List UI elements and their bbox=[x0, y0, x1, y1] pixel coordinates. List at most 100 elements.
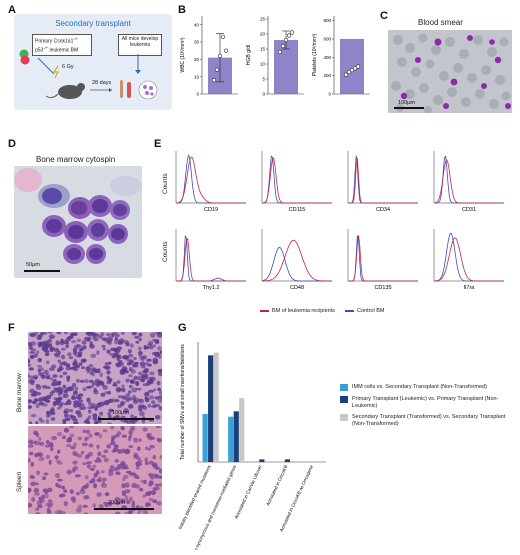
nucleus bbox=[42, 343, 48, 348]
nucleus bbox=[135, 387, 142, 391]
days-label: 28 days bbox=[92, 80, 112, 86]
nucleus bbox=[107, 501, 113, 507]
nucleus bbox=[131, 483, 137, 488]
nucleus bbox=[134, 335, 140, 339]
nucleus bbox=[147, 342, 152, 347]
g-bar bbox=[208, 355, 214, 462]
nucleus bbox=[120, 498, 126, 504]
nucleus bbox=[69, 426, 74, 429]
data-point bbox=[286, 33, 292, 38]
nucleus bbox=[125, 489, 131, 494]
g-legend-label: Secondary Transplant (Transformed) vs. S… bbox=[352, 414, 506, 427]
nucleus bbox=[142, 510, 149, 514]
nucleus bbox=[79, 403, 85, 407]
nucleus bbox=[81, 366, 85, 369]
nucleus bbox=[49, 335, 56, 339]
nucleus bbox=[124, 495, 129, 501]
donor-text-2: p53 bbox=[35, 47, 44, 54]
nucleus bbox=[56, 368, 61, 373]
nucleus bbox=[94, 421, 99, 424]
nucleus bbox=[52, 401, 57, 407]
control-curve bbox=[262, 155, 332, 204]
nucleus bbox=[157, 346, 162, 351]
nucleus bbox=[116, 346, 122, 351]
nucleus bbox=[77, 351, 83, 355]
nucleus bbox=[49, 377, 54, 381]
nucleus bbox=[134, 364, 139, 368]
nucleus bbox=[47, 504, 52, 509]
nucleus bbox=[33, 376, 38, 380]
nucleus bbox=[104, 492, 110, 497]
nucleus bbox=[72, 470, 76, 473]
nucleus bbox=[106, 444, 111, 449]
nucleus bbox=[154, 352, 161, 358]
nucleus bbox=[29, 367, 34, 371]
nucleus bbox=[154, 474, 160, 479]
nucleus bbox=[88, 443, 94, 448]
nucleus bbox=[73, 400, 79, 405]
nucleus bbox=[107, 412, 111, 416]
nucleus bbox=[123, 408, 129, 414]
nucleus bbox=[106, 349, 111, 354]
nucleus bbox=[35, 384, 40, 387]
nucleus bbox=[34, 492, 40, 496]
nucleus bbox=[133, 437, 139, 443]
g-legend-item: Primary Transplant (Leukemic) vs. Primar… bbox=[340, 396, 512, 409]
donor-sup-2: -/+ bbox=[43, 44, 49, 50]
nucleus bbox=[62, 371, 68, 376]
nucleus bbox=[50, 446, 54, 452]
nucleus bbox=[107, 390, 111, 395]
nucleus bbox=[48, 441, 54, 447]
nucleus bbox=[113, 381, 117, 386]
nucleus bbox=[47, 338, 52, 343]
nucleus bbox=[148, 395, 155, 400]
blood-count-chart-3: Platelets (10³/mm³) 0 200 400 600 800 bbox=[312, 16, 370, 97]
nucleus bbox=[96, 478, 102, 483]
nucleus bbox=[73, 390, 78, 395]
nucleus bbox=[98, 433, 102, 439]
nucleus bbox=[159, 455, 162, 460]
nucleus bbox=[55, 354, 61, 358]
nucleus bbox=[63, 389, 69, 394]
nucleus bbox=[45, 440, 50, 445]
nucleus bbox=[38, 397, 44, 402]
y-tick-label: 800 bbox=[323, 18, 331, 23]
nucleus bbox=[88, 480, 94, 484]
blood-count-ylabel: HGB g/dl bbox=[246, 45, 252, 65]
nucleus bbox=[58, 404, 63, 408]
nucleus bbox=[115, 352, 120, 357]
nucleus bbox=[36, 334, 42, 340]
panel-label-c: C bbox=[380, 10, 388, 22]
nucleus bbox=[61, 435, 66, 440]
nucleus bbox=[125, 393, 130, 397]
nucleus bbox=[42, 385, 48, 389]
nucleus bbox=[86, 429, 90, 435]
nucleus bbox=[148, 497, 154, 502]
nucleus bbox=[56, 332, 62, 335]
nucleus bbox=[157, 368, 162, 373]
nucleus bbox=[42, 476, 47, 481]
nucleus bbox=[57, 359, 62, 363]
nucleus bbox=[37, 504, 43, 509]
nucleus bbox=[121, 384, 125, 388]
nucleus bbox=[157, 332, 162, 338]
nucleus bbox=[59, 374, 63, 378]
nucleus bbox=[35, 512, 41, 514]
nucleus bbox=[151, 404, 157, 409]
nucleus bbox=[49, 408, 56, 412]
nucleus bbox=[129, 384, 133, 389]
panel-d-title: Bone marrow cytospin bbox=[36, 155, 116, 164]
nucleus bbox=[137, 462, 143, 466]
nucleus bbox=[107, 336, 113, 342]
donor-cell-red bbox=[20, 55, 30, 65]
nucleus bbox=[86, 385, 92, 389]
g-legend-item: IMM cells vs. Secondary Transplant (Non-… bbox=[340, 384, 512, 391]
mouse-tail bbox=[45, 93, 59, 99]
nucleus bbox=[147, 435, 154, 441]
nucleus bbox=[111, 332, 115, 338]
nucleus bbox=[57, 461, 63, 465]
nucleus bbox=[158, 390, 162, 395]
g-legend-swatch bbox=[340, 414, 348, 421]
nucleus bbox=[150, 377, 154, 382]
donor-box: Primary Csnk1a1-/+ p53-/+ leukemic BM bbox=[32, 34, 92, 56]
